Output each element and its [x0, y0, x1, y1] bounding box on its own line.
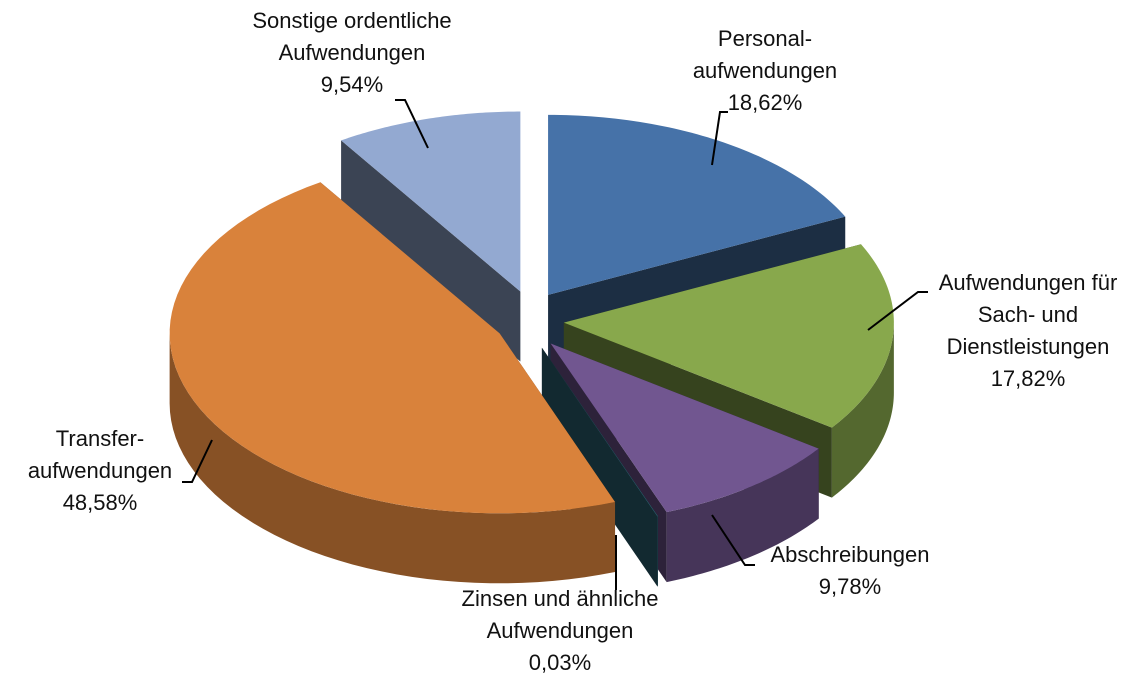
slice-label: Personal-aufwendungen	[693, 26, 837, 83]
slice-label-line: Aufwendungen für	[939, 270, 1118, 295]
value-label: 9,54%	[321, 72, 383, 97]
slice-label-line: Aufwendungen	[279, 40, 426, 65]
leader-line	[182, 439, 213, 483]
slice-label: Transfer-aufwendungen	[28, 426, 172, 483]
value-label: 48,58%	[63, 490, 138, 515]
slice-wall	[657, 516, 658, 587]
slice	[563, 244, 894, 428]
slice	[541, 347, 658, 517]
slice-label: Aufwendungen für Sach- und Dienstleistunge…	[939, 270, 1118, 359]
value-label: 18,62%	[728, 90, 803, 115]
value-label: 0,03%	[529, 650, 591, 675]
slice-wall	[831, 322, 894, 498]
slice-label: Abschreibungen	[770, 542, 929, 567]
leader-line	[867, 291, 928, 331]
leader-line	[711, 111, 728, 166]
slice-label-line: aufwendungen	[693, 58, 837, 83]
slice-label-line: Personal-	[718, 26, 812, 51]
pie-tops	[169, 111, 894, 517]
slice-side	[341, 140, 521, 362]
slice-label-line: Sonstige ordentliche	[252, 8, 451, 33]
value-label: 17,82%	[991, 366, 1066, 391]
slice-label-line: Aufwendungen	[487, 618, 634, 643]
slice-label-line: aufwendungen	[28, 458, 172, 483]
leader-line	[711, 514, 755, 566]
slice	[341, 111, 521, 292]
slice-label: Sonstige ordentliche Aufwendungen	[252, 8, 451, 65]
slice-wall	[666, 448, 819, 583]
slice-label-line: Dienstleistungen	[947, 334, 1110, 359]
slice	[550, 343, 819, 513]
slice-label-line: Transfer-	[56, 426, 144, 451]
slice-label: Zinsen und ähnliche Aufwendungen	[462, 586, 659, 643]
value-label: 9,78%	[819, 574, 881, 599]
slice-wall	[169, 333, 616, 584]
slice	[548, 114, 846, 295]
slice	[169, 182, 616, 514]
slice-label-line: Sach- und	[978, 302, 1078, 327]
slice-label-line: Abschreibungen	[770, 542, 929, 567]
slice-label-line: Zinsen und ähnliche	[462, 586, 659, 611]
slice-side	[541, 347, 658, 587]
leader-line	[395, 99, 429, 149]
